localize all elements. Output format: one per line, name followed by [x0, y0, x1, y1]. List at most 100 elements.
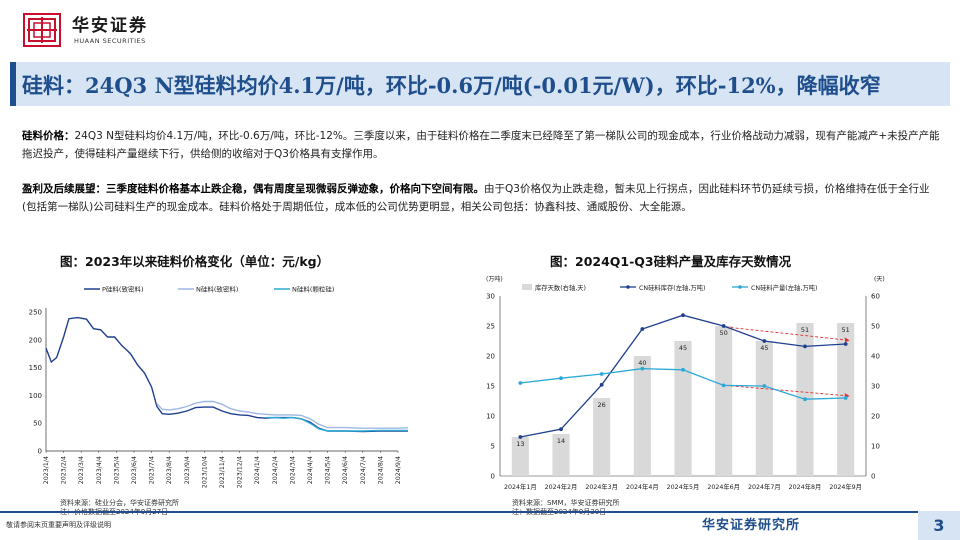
page-title: 硅料：24Q3 N型硅料均价4.1万/吨，环比-0.6万/吨(-0.01元/W)… [22, 73, 881, 98]
right-tick-label: 10 [871, 443, 880, 451]
category-label: 2024年2月 [545, 482, 578, 491]
bar-value-label: 51 [842, 326, 850, 334]
x-tick-label: 2024/1/4 [254, 456, 261, 484]
y-tick-label: 0 [38, 448, 42, 456]
right-source-line: 资料来源：SMM，华安证券研究所 [512, 499, 620, 507]
legend-label-2: N硅料(颗粒硅) [292, 285, 334, 294]
x-tick-label: 2023/5/4 [113, 456, 120, 484]
x-tick-label: 2024/4/4 [307, 456, 314, 484]
inventory-trend-arrow [725, 326, 850, 341]
x-tick-label: 2023/6/4 [131, 456, 138, 484]
x-tick-label: 2023/11/4 [219, 456, 226, 488]
series-point-0 [640, 327, 645, 331]
bar-value-label: 51 [801, 326, 809, 334]
x-tick-label: 2023/8/4 [166, 456, 173, 484]
x-tick-label: 2023/7/4 [149, 456, 156, 484]
paragraph-outlook-lead: 盈利及后续展望：三季度硅料价格基本止跌企稳，偶有周度呈现微弱反弹迹象，价格向下空… [22, 183, 484, 195]
left-source-line: 资料来源：硅业分会，华安证券研究所 [60, 499, 179, 507]
page-number: 3 [918, 511, 960, 540]
category-label: 2024年5月 [667, 482, 700, 491]
y-tick-label: 250 [29, 309, 42, 317]
y-tick-label: 150 [29, 364, 42, 372]
paragraph-price: 硅料价格：24Q3 N型硅料均价4.1万/吨，环比-0.6万/吨，环比-12%。… [22, 128, 940, 163]
bar-value-label: 50 [720, 329, 728, 337]
category-label: 2024年6月 [707, 482, 740, 491]
legend-marker-line-1 [738, 285, 742, 289]
x-tick-label: 2023/4/4 [96, 456, 103, 484]
legend-label-bars: 库存天数(右轴,天) [535, 283, 586, 292]
right-tick-label: 0 [871, 473, 875, 481]
series-point-1 [559, 376, 563, 381]
series-point-0 [559, 427, 563, 432]
category-label: 2024年3月 [585, 482, 618, 491]
bar-value-label: 45 [760, 344, 768, 352]
series-point-1 [803, 397, 807, 402]
category-label: 2024年7月 [748, 482, 781, 491]
right-tick-label: 40 [871, 353, 880, 361]
title-accent [10, 62, 16, 106]
category-label: 2024年9月 [829, 482, 862, 491]
series-point-1 [681, 367, 685, 372]
logo-chinese-text: 华安证券 [72, 16, 148, 36]
x-tick-label: 2023/10/4 [201, 456, 208, 488]
paragraph-outlook: 盈利及后续展望：三季度硅料价格基本止跌企稳，偶有周度呈现微弱反弹迹象，价格向下空… [22, 181, 940, 216]
inventory-days-bar [552, 434, 570, 476]
price-line-chart: P硅料(致密料) N硅料(致密料) N硅料(颗粒硅) 0 50 100 150 200 250 2… [29, 285, 408, 488]
legend-label-line-1: CN硅料产量(左轴,万吨) [751, 283, 817, 292]
x-tick-label: 2023/9/4 [184, 456, 191, 484]
left-tick-label: 0 [491, 473, 495, 481]
footer-divider [0, 511, 960, 513]
series-point-0 [721, 324, 726, 328]
series-point-1 [518, 381, 523, 385]
series-point-1 [599, 372, 604, 376]
right-tick-label: 30 [871, 383, 880, 391]
legend-swatch-bars [522, 284, 532, 290]
inventory-days-bar [511, 437, 529, 476]
left-figure-source: 资料来源：硅业分会，华安证券研究所 注：价格数据截至2024年9月27日 [60, 499, 179, 517]
right-axis-unit: (天) [874, 276, 885, 283]
left-tick-label: 15 [486, 383, 495, 391]
series-point-1 [762, 384, 767, 388]
right-tick-label: 20 [871, 413, 880, 421]
legend-label-0: P硅料(致密料) [102, 285, 144, 294]
bar-value-label: 26 [598, 401, 606, 409]
y-tick-label: 200 [29, 336, 42, 344]
x-tick-label: 2024/9/4 [395, 456, 402, 484]
right-figure-title: 图：2024Q1-Q3硅料产量及库存天数情况 [550, 254, 792, 269]
series-line-2 [266, 416, 408, 432]
logo-mark-icon [27, 17, 57, 43]
inventory-days-bar [593, 398, 611, 476]
x-tick-label: 2024/3/4 [289, 456, 296, 484]
series-point-0 [681, 313, 685, 318]
x-tick-label: 2024/2/4 [272, 456, 279, 484]
title-bar [10, 62, 950, 106]
y-tick-label: 50 [33, 420, 42, 428]
category-label: 2024年4月 [626, 482, 659, 491]
series-point-1 [843, 396, 848, 400]
series-point-0 [762, 339, 767, 343]
x-tick-label: 2024/8/4 [377, 456, 384, 484]
bar-value-label: 14 [557, 437, 565, 445]
left-tick-label: 30 [486, 293, 495, 301]
paragraph-price-lead: 硅料价格： [22, 130, 75, 142]
inventory-days-bar [715, 326, 733, 476]
inventory-days-bar [633, 356, 651, 476]
output-inventory-chart: (万吨) (天) 库存天数(右轴,天) CN硅料库存(左轴,万吨) CN硅料产量(左轴,… [486, 275, 885, 491]
x-tick-label: 2023/3/4 [78, 456, 85, 484]
legend-label-line-0: CN硅料库存(左轴,万吨) [639, 283, 705, 292]
legend-marker-line-0 [626, 285, 630, 289]
left-axis-unit: (万吨) [486, 275, 503, 283]
left-tick-label: 20 [486, 353, 495, 361]
y-tick-label: 100 [29, 392, 42, 400]
left-tick-label: 5 [491, 443, 495, 451]
series-point-1 [640, 366, 645, 371]
inventory-days-bar [674, 341, 692, 476]
series-line-1 [156, 400, 408, 429]
left-tick-label: 25 [486, 323, 495, 331]
inventory-trend-arrowhead [844, 337, 850, 343]
logo-english-text: HUAAN SECURITIES [74, 37, 146, 45]
x-tick-label: 2023/12/4 [237, 456, 244, 488]
x-tick-label: 2023/1/4 [43, 456, 50, 484]
footer-brand: 华安证券研究所 [702, 518, 801, 533]
bar-value-label: 45 [679, 344, 687, 352]
